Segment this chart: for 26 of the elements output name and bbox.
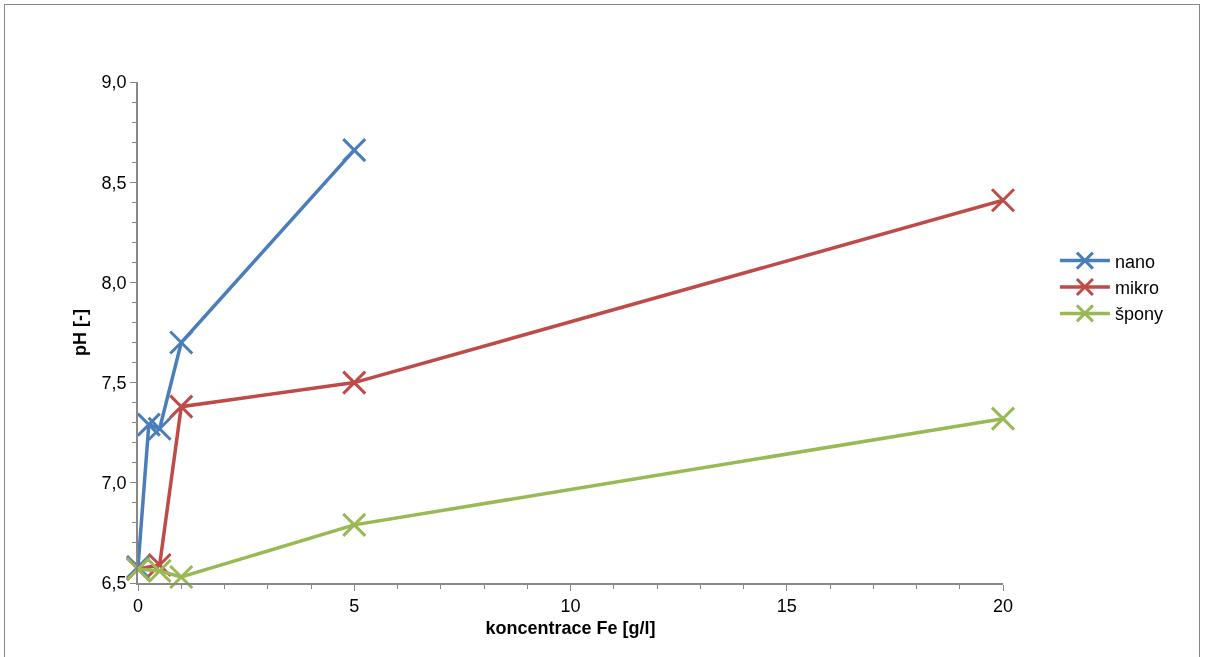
- x-tick-label: 10: [560, 596, 581, 617]
- point: [168, 564, 194, 590]
- point: [341, 137, 367, 163]
- x-tick-label: 0: [132, 596, 144, 617]
- y-tick-label: 8,5: [101, 172, 127, 193]
- y-tick-label: 7,0: [101, 473, 127, 494]
- y-tick-label: 6,5: [101, 573, 127, 594]
- legend-label: mikro: [1114, 278, 1159, 299]
- point: [990, 187, 1016, 213]
- x-tick-label: 20: [992, 596, 1014, 617]
- y-axis-title: pH [-]: [70, 309, 91, 356]
- point: [168, 330, 194, 356]
- point: [341, 512, 367, 538]
- y-tick-label: 7,5: [101, 372, 127, 393]
- y-tick-label: 9,0: [101, 72, 127, 93]
- legend-label: nano: [1114, 251, 1155, 272]
- point: [341, 370, 367, 396]
- legend-label: špony: [1114, 304, 1163, 325]
- x-tick-label: 5: [349, 596, 360, 617]
- x-axis-title: koncentrace Fe [g/l]: [485, 617, 656, 638]
- x-tick-label: 15: [776, 596, 797, 617]
- y-tick-label: 8,0: [101, 272, 127, 293]
- point: [168, 394, 194, 420]
- point: [990, 406, 1016, 432]
- point: [147, 416, 173, 442]
- point: [136, 412, 162, 438]
